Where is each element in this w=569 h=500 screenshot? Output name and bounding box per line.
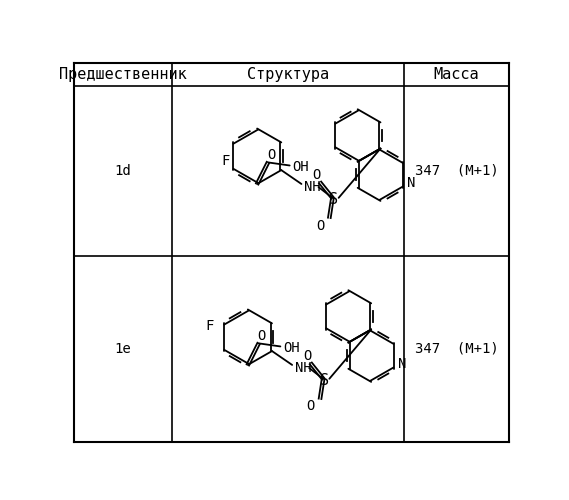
Text: Предшественник: Предшественник: [59, 67, 187, 82]
Text: O: O: [258, 328, 266, 342]
Text: O: O: [267, 148, 275, 162]
Text: O: O: [307, 400, 315, 413]
Text: NH: NH: [295, 361, 311, 375]
Text: 1e: 1e: [115, 342, 131, 356]
Text: N: N: [407, 176, 415, 190]
Text: 1d: 1d: [115, 164, 131, 178]
Text: N: N: [398, 357, 406, 371]
Text: F: F: [221, 154, 229, 168]
Text: F: F: [205, 320, 214, 334]
Text: O: O: [303, 348, 312, 362]
Text: OH: OH: [292, 160, 309, 174]
Text: Структура: Структура: [247, 67, 329, 82]
Text: 347  (M+1): 347 (M+1): [415, 342, 498, 356]
Text: O: O: [316, 218, 324, 232]
Text: S: S: [320, 373, 329, 388]
Text: OH: OH: [283, 341, 300, 355]
Text: O: O: [313, 168, 321, 181]
Text: S: S: [329, 192, 339, 207]
Text: NH: NH: [304, 180, 321, 194]
Text: Масса: Масса: [434, 67, 480, 82]
Text: 347  (M+1): 347 (M+1): [415, 164, 498, 178]
